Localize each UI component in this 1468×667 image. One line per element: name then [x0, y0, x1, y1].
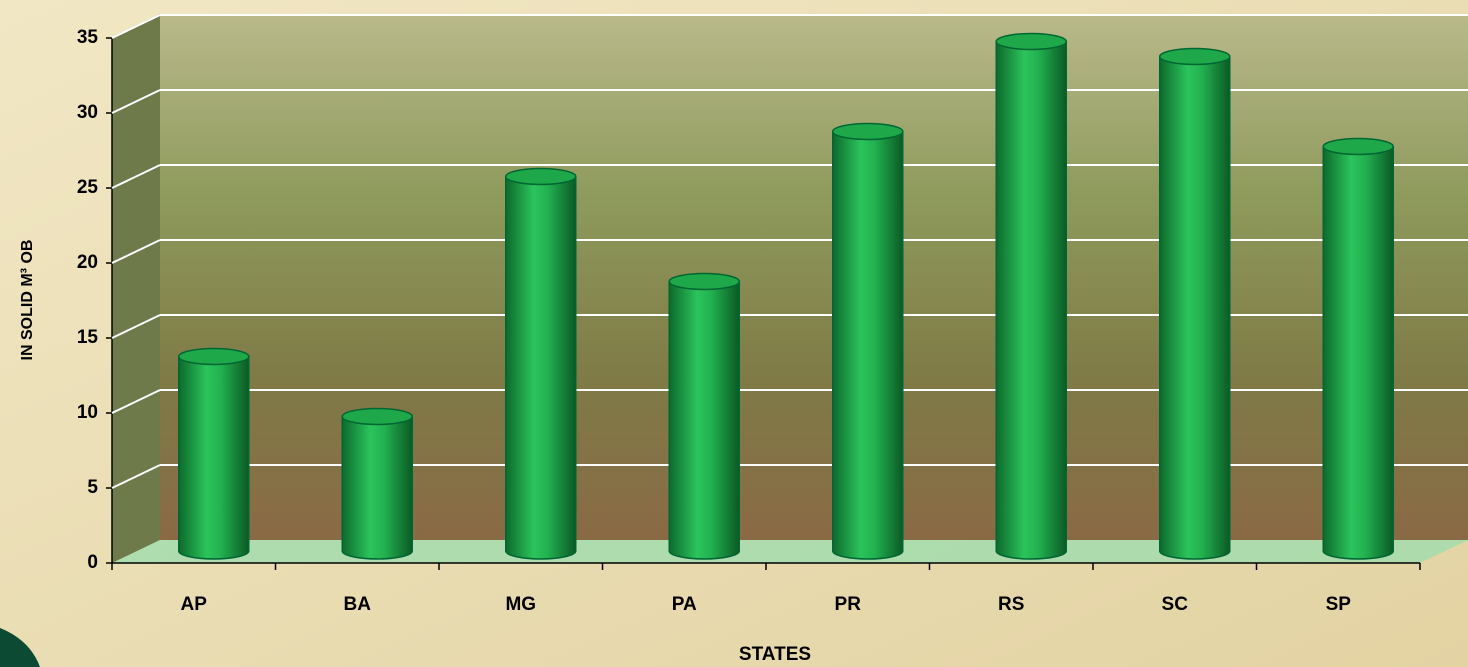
bar-top — [995, 32, 1067, 51]
bar-body — [1159, 55, 1231, 560]
bar-top — [1322, 137, 1394, 156]
x-tick-label: PA — [672, 594, 697, 615]
y-tick-label: 30 — [77, 102, 98, 123]
grid-line — [111, 164, 161, 189]
x-tick-label: SP — [1326, 594, 1352, 615]
grid-line — [111, 464, 161, 489]
bar-body — [178, 355, 250, 560]
side-wall — [112, 14, 160, 563]
bar-top — [341, 407, 413, 426]
y-axis-title: IN SOLID M³ OB — [19, 240, 36, 361]
bar — [1322, 137, 1394, 560]
x-tick-label: AP — [181, 594, 208, 615]
bar-body — [668, 280, 740, 560]
bar-body — [341, 415, 413, 560]
x-tick-label: MG — [505, 594, 536, 615]
y-tick-label: 15 — [77, 327, 99, 348]
bar-top — [505, 167, 577, 186]
bar-top — [668, 272, 740, 291]
corner-decoration — [0, 628, 40, 667]
y-tick-label: 20 — [77, 252, 98, 273]
bar-top — [832, 122, 904, 141]
x-tick-label: BA — [344, 594, 372, 615]
bar-body — [832, 130, 904, 560]
bar — [505, 167, 577, 560]
bar — [832, 122, 904, 560]
bar — [341, 407, 413, 560]
bar-top — [1159, 47, 1231, 66]
grid-line — [111, 314, 161, 339]
back-wall — [160, 14, 1468, 540]
bar-body — [1322, 145, 1394, 560]
bar — [668, 272, 740, 560]
floor — [112, 540, 1468, 563]
bar-body — [505, 175, 577, 560]
y-tick-label: 0 — [87, 552, 98, 573]
x-tick-label: RS — [998, 594, 1024, 615]
x-tick-label: PR — [835, 594, 862, 615]
bar-body — [995, 40, 1067, 560]
x-tick-label: SC — [1162, 594, 1189, 615]
y-tick-label: 5 — [87, 477, 98, 498]
grid-line — [111, 14, 161, 39]
y-tick-label: 25 — [77, 177, 99, 198]
bar — [995, 32, 1067, 560]
bar — [1159, 47, 1231, 560]
x-axis-title: STATES — [739, 644, 811, 665]
y-tick-label: 35 — [77, 27, 99, 48]
y-tick-label: 10 — [77, 402, 98, 423]
bar-top — [178, 347, 250, 366]
grid-line — [111, 89, 161, 114]
grid-line — [111, 239, 161, 264]
bar — [178, 347, 250, 560]
grid-line — [111, 389, 161, 414]
